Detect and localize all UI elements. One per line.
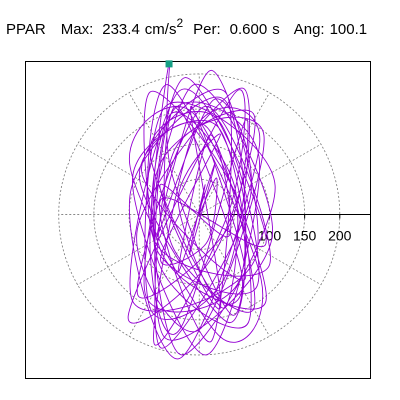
period-unit: s (272, 21, 280, 38)
grid-spoke-3 (198, 92, 270, 215)
max-unit: cm/s (144, 21, 177, 38)
grid-spoke-2 (199, 143, 322, 215)
plot-frame (25, 61, 371, 379)
max-label: Max: (60, 21, 94, 38)
angle-label: Ang: (293, 21, 325, 38)
period-label: Per: (193, 21, 221, 38)
marker-layer (165, 60, 173, 68)
trace-layer (127, 61, 276, 359)
grid-spoke-6 (77, 143, 200, 215)
x-tick-label-200: 200 (328, 227, 352, 243)
max-unit-exponent: 2 (176, 16, 184, 30)
grid-spoke-12 (199, 214, 322, 286)
grid-spoke-5 (128, 92, 200, 215)
max-point-marker (165, 60, 173, 68)
grid-spoke-9 (128, 214, 200, 337)
trace-series-1 (127, 61, 276, 359)
period-value: 0.600 (229, 21, 268, 38)
grid-spoke-8 (77, 214, 200, 286)
grid-spoke-11 (198, 214, 270, 337)
angle-value: 100.1 (329, 21, 368, 38)
station-code: PPAR (6, 21, 46, 38)
x-tick-label-150: 150 (293, 227, 317, 243)
header-line: PPAR Max: 233.4 cm/s2 Per: 0.600 s Ang: 100.1 (6, 16, 368, 41)
x-tick-label-100: 100 (258, 227, 282, 243)
max-value: 233.4 (102, 21, 140, 38)
